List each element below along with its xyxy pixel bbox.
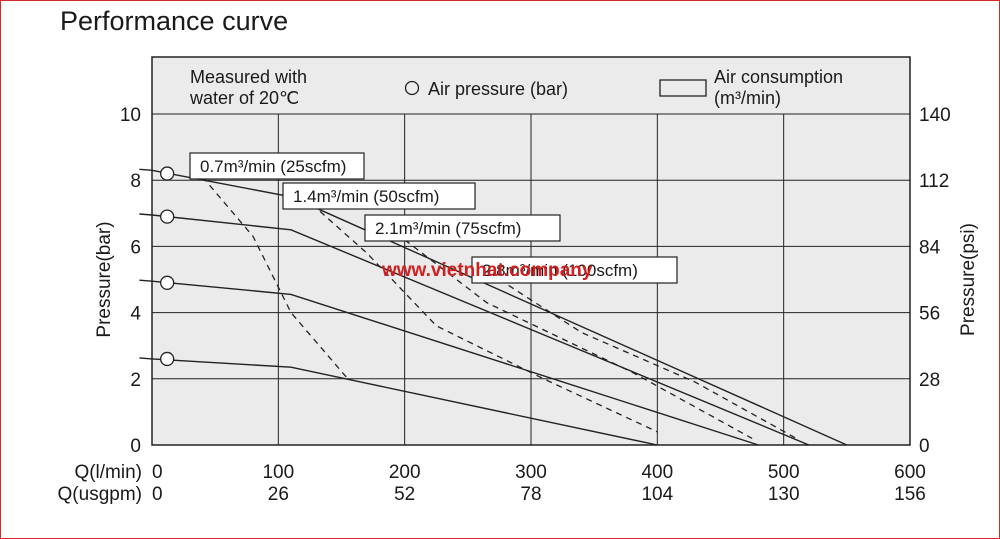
air-pressure-curve [139, 168, 848, 446]
x-tick-label-lmin: 400 [641, 462, 673, 483]
y-left-tick-label: 10 [120, 105, 141, 126]
legend-note-line2: water of 20℃ [189, 88, 299, 108]
legend-air-consumption-marker [659, 79, 707, 97]
y-right-tick-label: 140 [919, 105, 951, 126]
air-pressure-curve [139, 213, 810, 446]
watermark-text: www.vietnhat.company [381, 260, 593, 281]
y-right-tick-label: 112 [919, 171, 949, 192]
air-consumption-label-box [189, 152, 365, 180]
y-right-tick-label: 56 [919, 304, 940, 325]
air-pressure-marker [160, 275, 175, 290]
air-pressure-marker [160, 209, 175, 224]
y-right-axis-title: Pressure(psi) [958, 223, 979, 336]
y-left-tick-label: 8 [130, 171, 141, 192]
x-tick-label-usgpm: 156 [894, 484, 926, 505]
x-tick-label-usgpm: 26 [268, 484, 289, 505]
air-pressure-marker [160, 166, 175, 181]
air-consumption-label: 2.8m³/min (100scfm) [482, 261, 638, 280]
air-consumption-label-box [364, 214, 561, 242]
x-tick-label-lmin: 100 [262, 462, 294, 483]
x-tick-label-usgpm: 130 [768, 484, 800, 505]
x-tick-label-usgpm: 104 [641, 484, 673, 505]
page-title: Performance curve [60, 6, 289, 36]
legend-air-pressure-marker [404, 80, 420, 96]
legend-air-consumption-line1: Air consumption [714, 67, 843, 87]
y-left-tick-label: 0 [130, 436, 141, 457]
x-tick-label-lmin: 300 [515, 462, 547, 483]
legend-air-consumption-line2: (m³/min) [714, 88, 781, 108]
x-tick-label-usgpm: 52 [394, 484, 415, 505]
y-left-tick-label: 6 [130, 237, 141, 258]
x-tick-label-lmin: 500 [768, 462, 800, 483]
y-right-tick-label: 28 [919, 370, 940, 391]
y-right-tick-label: 84 [919, 237, 941, 258]
x-tick-label-usgpm: 0 [152, 484, 163, 505]
air-consumption-curve [499, 278, 797, 439]
air-pressure-curve [139, 357, 658, 446]
y-left-tick-label: 4 [130, 304, 141, 325]
air-consumption-curve [303, 196, 658, 433]
air-consumption-label: 1.4m³/min (50scfm) [293, 187, 439, 206]
legend-note-line1: Measured with [190, 67, 307, 87]
air-consumption-label: 0.7m³/min (25scfm) [200, 157, 346, 176]
y-right-tick-label: 0 [919, 436, 930, 457]
air-consumption-label-box [282, 182, 476, 210]
x-tick-label-lmin: 600 [894, 462, 926, 483]
air-consumption-curve [404, 239, 753, 439]
legend-air-pressure-label: Air pressure (bar) [428, 79, 568, 99]
air-pressure-curve [139, 279, 759, 446]
x-tick-label-usgpm: 78 [520, 484, 541, 505]
air-consumption-label: 2.1m³/min (75scfm) [375, 219, 521, 238]
air-consumption-label-box [471, 256, 678, 284]
x-tick-label-lmin: 0 [152, 462, 163, 483]
y-left-axis-title: Pressure(bar) [94, 221, 115, 337]
x-axis-title-usgpm: Q(usgpm) [58, 484, 142, 505]
y-left-tick-label: 2 [130, 370, 141, 391]
x-axis-title-lmin: Q(l/min) [74, 462, 142, 483]
x-tick-label-lmin: 200 [389, 462, 421, 483]
air-pressure-marker [160, 351, 175, 367]
